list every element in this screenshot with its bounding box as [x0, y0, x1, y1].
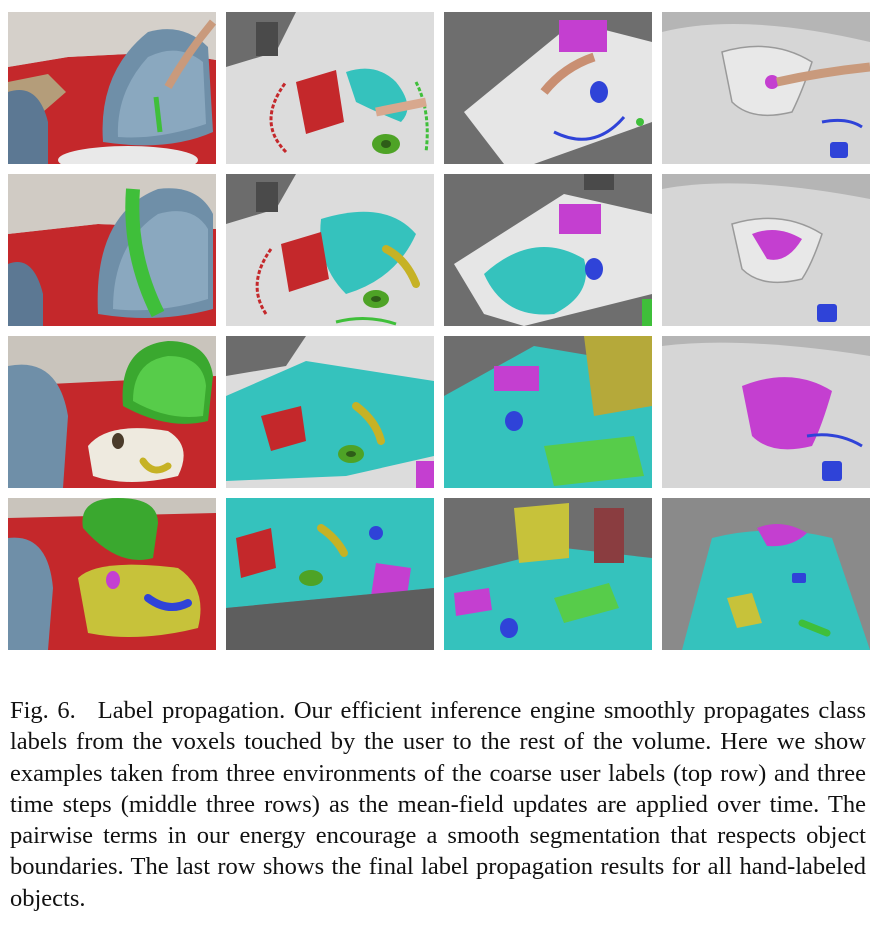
figure-caption: Fig. 6. Label propagation. Our efficient …	[10, 695, 866, 914]
panel-r3-c4-bed-step-2	[662, 336, 870, 488]
figure-label: Fig. 6.	[10, 697, 76, 724]
panel-r2-c3-table-step-1	[444, 174, 652, 326]
panel-r1-c4-bed-user-labels	[662, 12, 870, 164]
panel-r4-c1-chair-final	[8, 498, 216, 650]
panel-r2-c2-desk-step-1	[226, 174, 434, 326]
panel-r3-c2-desk-step-2	[226, 336, 434, 488]
panel-r3-c3-table-step-2	[444, 336, 652, 488]
panel-r2-c4-bed-step-1	[662, 174, 870, 326]
panel-r1-c3-table-user-labels	[444, 12, 652, 164]
panel-r4-c2-desk-final	[226, 498, 434, 650]
panel-r2-c1-chair-step-1	[8, 174, 216, 326]
panel-r4-c3-table-final	[444, 498, 652, 650]
panel-r1-c2-desk-user-labels	[226, 12, 434, 164]
panel-r4-c4-bed-final	[662, 498, 870, 650]
figure-image-grid	[8, 12, 870, 660]
figure-caption-text: Label propagation. Our efficient inferen…	[10, 697, 866, 912]
panel-r1-c1-chair-user-labels	[8, 12, 216, 164]
panel-r3-c1-chair-step-2	[8, 336, 216, 488]
